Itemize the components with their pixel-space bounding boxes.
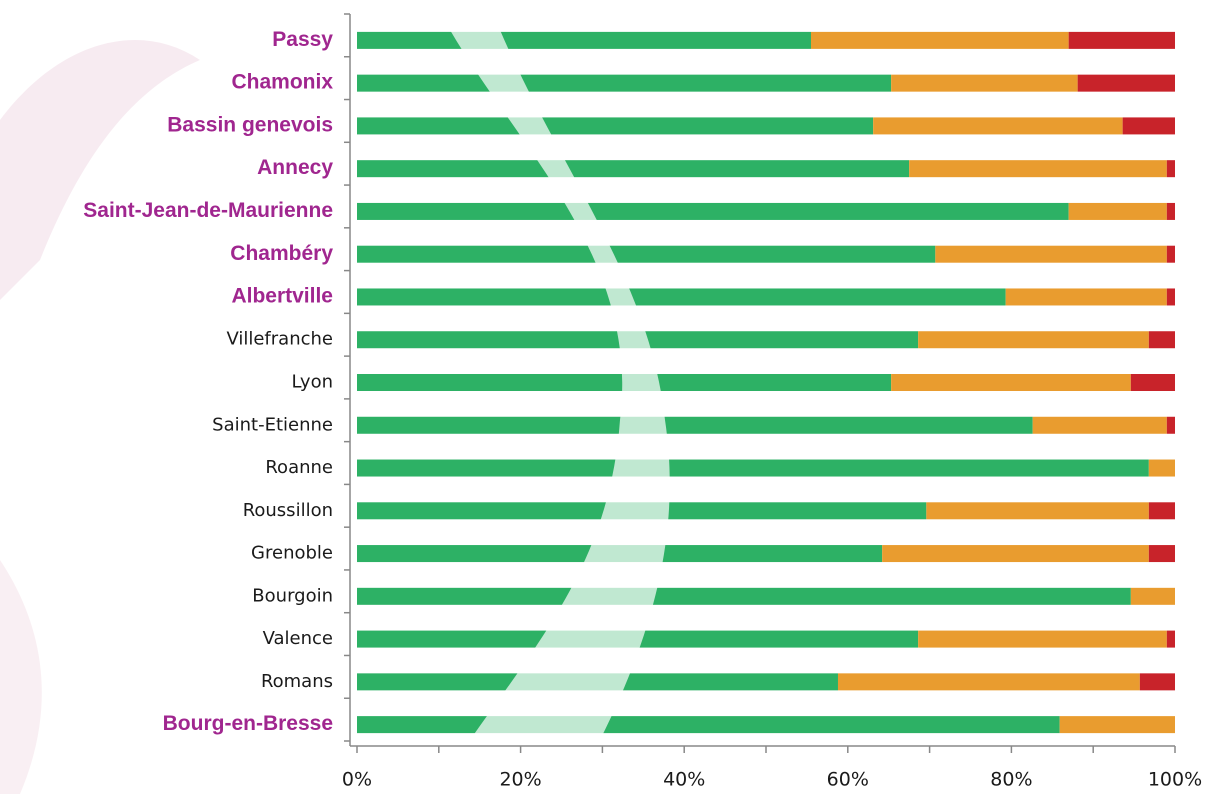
bar-segment	[1069, 203, 1167, 220]
bar-segment	[838, 673, 1140, 690]
bar-segment	[357, 588, 1131, 605]
y-tick-label: Romans	[261, 671, 333, 692]
bar-segment	[1167, 288, 1175, 305]
bar-segment	[1078, 75, 1175, 92]
bar-segment	[1060, 716, 1175, 733]
bar-segment	[918, 631, 1167, 648]
y-tick-label: Lyon	[292, 372, 333, 393]
bar-segment	[811, 32, 1069, 49]
bar-segment	[873, 117, 1122, 134]
x-tick-label: 20%	[499, 769, 541, 791]
x-tick-label: 80%	[990, 769, 1032, 791]
y-tick-label: Bassin genevois	[167, 113, 333, 136]
bar-segment	[1131, 588, 1175, 605]
bar-segment	[357, 460, 1149, 477]
bar-segment	[1167, 246, 1175, 263]
y-tick-label: Passy	[272, 28, 333, 51]
bar-segment	[357, 417, 1033, 434]
y-tick-label: Valence	[263, 628, 333, 649]
x-tick-label: 40%	[663, 769, 705, 791]
bar-segment	[935, 246, 1166, 263]
bar-segment	[1167, 203, 1175, 220]
bar-segment	[1140, 673, 1175, 690]
bar-segment	[1069, 32, 1175, 49]
background-decoration	[0, 40, 200, 794]
bar-segment	[882, 545, 1149, 562]
y-tick-label: Bourg-en-Bresse	[163, 712, 333, 735]
y-tick-label: Chambéry	[230, 242, 333, 265]
bar-segment	[1167, 417, 1175, 434]
y-tick-label: Grenoble	[251, 543, 333, 564]
bar-segment	[1149, 502, 1175, 519]
bar-segment	[891, 374, 1131, 391]
y-tick-label: Saint-Jean-de-Maurienne	[83, 199, 333, 222]
x-tick-label: 100%	[1148, 769, 1202, 791]
bar-segment	[1006, 288, 1167, 305]
bar-segment	[909, 160, 1167, 177]
bar-segment	[1149, 331, 1175, 348]
page: {"chart_data": { "type": "stacked-barh",…	[0, 0, 1209, 794]
bar-segment	[926, 502, 1148, 519]
chart: 0% 20% 40% 60% 80% 100% Passy Chamonix Bassin ge…	[0, 0, 1209, 794]
bar-segment	[357, 117, 873, 134]
bar-segment	[1123, 117, 1175, 134]
x-tick-label: 0%	[342, 769, 372, 791]
y-tick-label: Saint-Etienne	[212, 414, 333, 435]
bar-segment	[357, 75, 891, 92]
bar-segment	[357, 203, 1069, 220]
y-tick-label: Roanne	[265, 457, 333, 478]
bar-segment	[1033, 417, 1167, 434]
bar-segment	[891, 75, 1078, 92]
decor-shape	[0, 40, 200, 300]
y-tick-label: Albertville	[231, 285, 333, 308]
bar-segment	[1149, 460, 1175, 477]
bar-segment	[1167, 160, 1175, 177]
bar-segment	[1149, 545, 1175, 562]
bar-segment	[918, 331, 1149, 348]
y-tick-label: Annecy	[257, 156, 333, 179]
decor-shape	[0, 560, 42, 794]
y-tick-label: Bourgoin	[252, 585, 333, 606]
bar-segment	[1167, 631, 1175, 648]
bar-segment	[357, 160, 909, 177]
x-tick-label: 60%	[827, 769, 869, 791]
bar-segment	[357, 716, 1060, 733]
y-tick-label: Roussillon	[243, 500, 333, 521]
bar-segment	[357, 246, 935, 263]
bar-segment	[1131, 374, 1175, 391]
y-tick-label: Chamonix	[231, 71, 333, 94]
y-tick-label: Villefranche	[226, 329, 333, 350]
bar-segment	[357, 288, 1006, 305]
bar-segment	[357, 32, 811, 49]
